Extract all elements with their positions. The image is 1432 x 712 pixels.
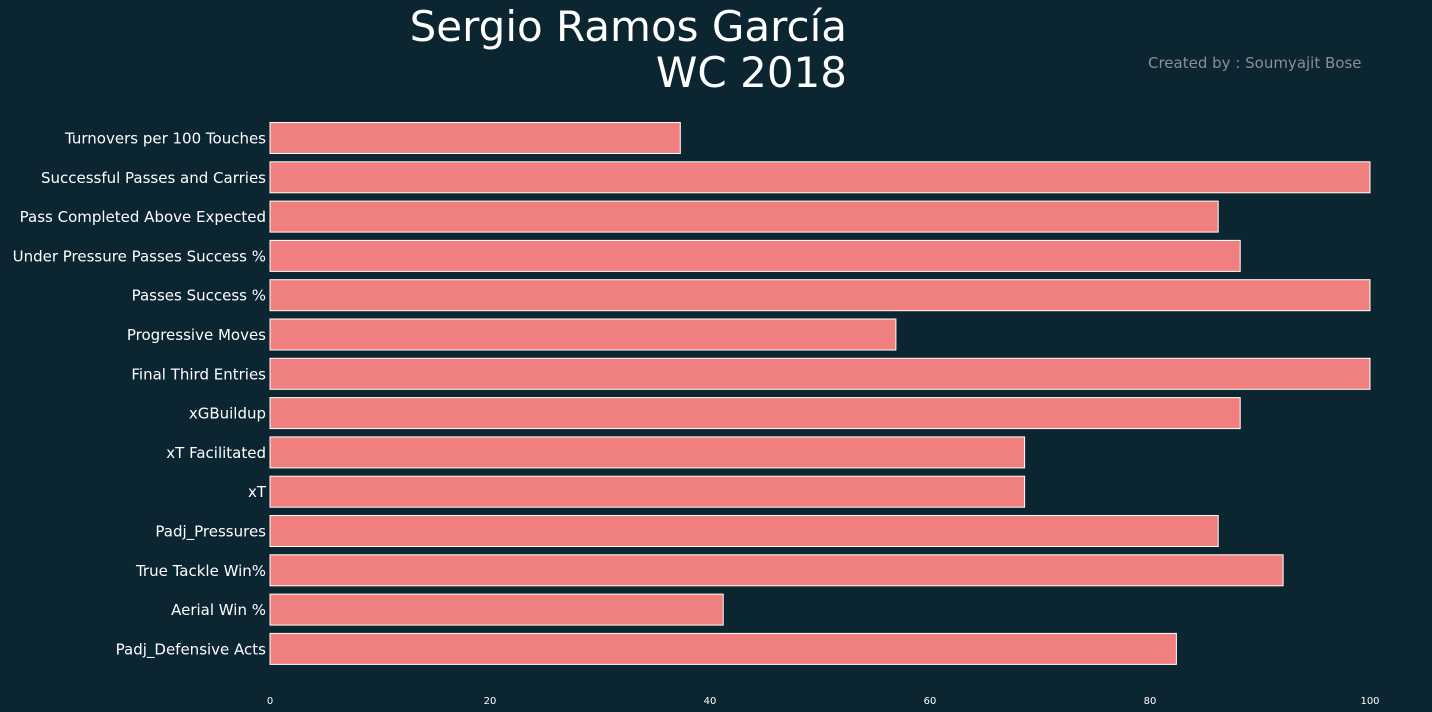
chart-title-line1: Sergio Ramos García	[409, 2, 847, 51]
chart-title-line2: WC 2018	[655, 48, 847, 97]
bar-3	[269, 200, 1219, 233]
category-label-14: Padj_Defensive Acts	[116, 640, 267, 659]
bar-7	[269, 357, 1371, 390]
category-label-8: xGBuildup	[189, 405, 266, 423]
x-axis-ticks: 0 20 40 60 80 100	[267, 696, 1380, 707]
bar-4	[269, 239, 1241, 272]
bar-11	[269, 515, 1219, 547]
category-label-2: Successful Passes and Carries	[41, 169, 266, 187]
x-tick-label-3: 40	[704, 696, 717, 707]
category-label-10: xT	[248, 483, 267, 501]
category-label-7: Final Third Entries	[131, 365, 266, 383]
x-tick-label-4: 60	[924, 696, 937, 707]
bar-6	[269, 318, 897, 351]
category-label-5: Passes Success %	[132, 287, 266, 305]
bar-9	[269, 436, 1026, 469]
category-label-11: Padj_Pressures	[155, 523, 266, 542]
category-label-4: Under Pressure Passes Success %	[13, 247, 266, 265]
bar-10	[269, 475, 1026, 508]
bar-1	[269, 122, 681, 154]
category-labels: Turnovers per 100 Touches Successful Pass…	[13, 130, 267, 660]
bar-14	[269, 632, 1177, 665]
bars-group	[269, 122, 1371, 665]
x-tick-label-5: 80	[1144, 696, 1157, 707]
x-tick-label-2: 20	[484, 696, 497, 707]
category-label-6: Progressive Moves	[127, 326, 266, 344]
category-label-9: xT Facilitated	[166, 444, 266, 462]
bar-8	[269, 397, 1241, 430]
category-label-13: Aerial Win %	[171, 601, 266, 619]
chart-credit: Created by : Soumyajit Bose	[1148, 54, 1362, 72]
bar-13	[269, 593, 724, 626]
bar-2	[269, 161, 1371, 194]
bar-5	[269, 279, 1371, 312]
chart-title: Sergio Ramos García WC 2018	[410, 4, 847, 96]
x-tick-label-6: 100	[1360, 696, 1379, 707]
category-label-1: Turnovers per 100 Touches	[64, 130, 266, 148]
bar-12	[269, 554, 1284, 587]
category-label-12: True Tackle Win%	[135, 562, 266, 580]
category-label-3: Pass Completed Above Expected	[20, 208, 266, 226]
x-tick-label-1: 0	[267, 696, 273, 707]
